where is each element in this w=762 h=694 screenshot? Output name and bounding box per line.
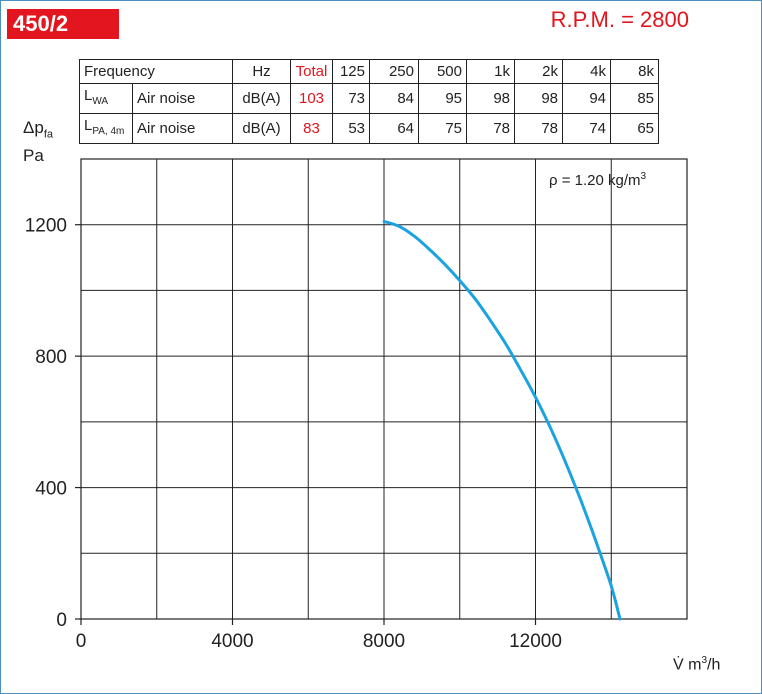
y-tick-label: 0 <box>56 610 67 631</box>
value-cell: 65 <box>610 113 659 144</box>
model-badge: 450/2 <box>7 9 119 39</box>
x-tick-label: 12000 <box>509 631 562 652</box>
y-tick-label: 400 <box>35 479 67 500</box>
rpm-label: R.P.M. = 2800 <box>550 7 689 32</box>
value-cell: 73 <box>332 83 370 114</box>
header-band-125: 125 <box>332 59 370 84</box>
y-tick-label: 800 <box>35 347 67 368</box>
value-cell: 64 <box>369 113 419 144</box>
air-density-note: ρ = 1.20 kg/m3 <box>549 171 647 189</box>
x-tick-label: 8000 <box>363 631 405 652</box>
x-tick-label: 4000 <box>211 631 253 652</box>
symbol-lwa: LWA <box>79 83 133 114</box>
noise-table: Frequency Hz Total 125 250 500 1k 2k 4k … <box>79 59 659 144</box>
fan-curve-line <box>382 219 622 621</box>
noise-table-row-lpa: LPA, 4m Air noise dB(A) 83 53 64 75 78 7… <box>79 113 659 144</box>
value-cell: 85 <box>610 83 659 114</box>
y-tick-label: 1200 <box>25 216 67 237</box>
unit-lpa: dB(A) <box>232 113 291 144</box>
header-band-500: 500 <box>418 59 467 84</box>
total-lwa: 103 <box>290 83 333 114</box>
x-tick-label: 0 <box>76 631 87 652</box>
value-cell: 84 <box>369 83 419 114</box>
y-axis-label: Δpfa Pa <box>23 118 53 166</box>
value-cell: 75 <box>418 113 467 144</box>
header-band-2k: 2k <box>514 59 563 84</box>
value-cell: 78 <box>514 113 563 144</box>
header-band-4k: 4k <box>562 59 611 84</box>
value-cell: 98 <box>514 83 563 114</box>
noise-type-lpa: Air noise <box>132 113 233 144</box>
model-label: 450/2 <box>13 11 69 36</box>
symbol-lpa: LPA, 4m <box>79 113 133 144</box>
y-axis-unit: Pa <box>23 146 44 166</box>
value-cell: 53 <box>332 113 370 144</box>
header-frequency: Frequency <box>79 59 233 84</box>
header-hz: Hz <box>232 59 291 84</box>
unit-lwa: dB(A) <box>232 83 291 114</box>
noise-table-header-row: Frequency Hz Total 125 250 500 1k 2k 4k … <box>79 59 659 84</box>
x-axis-label: V̇ m3/h <box>673 655 721 674</box>
noise-table-row-lwa: LWA Air noise dB(A) 103 73 84 95 98 98 9… <box>79 83 659 114</box>
header-band-8k: 8k <box>610 59 659 84</box>
